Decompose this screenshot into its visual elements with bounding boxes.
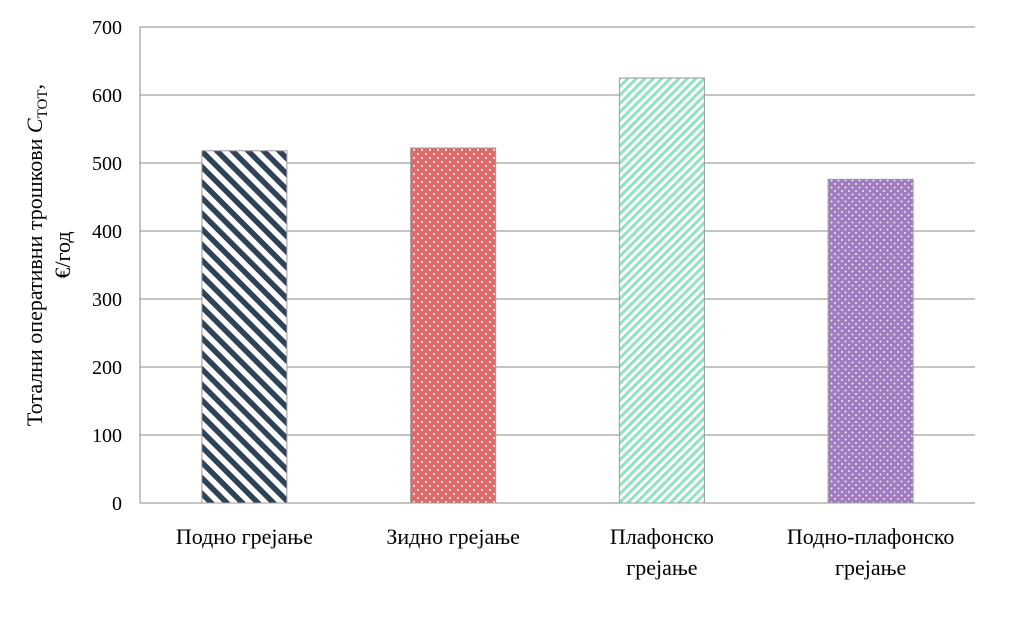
y-tick-label: 500 (92, 153, 122, 175)
y-tick-label: 400 (92, 221, 122, 243)
y-tick-label: 0 (112, 493, 122, 515)
y-tick-label: 300 (92, 289, 122, 311)
bar (201, 150, 288, 504)
y-axis-title-line1: Тотални оперативни трошкови CТОТ, (22, 84, 51, 426)
y-tick-label: 100 (92, 425, 122, 447)
y-axis-title: Тотални оперативни трошкови CТОТ, €/год (22, 84, 75, 426)
y-tick-label: 700 (92, 17, 122, 39)
x-category-label: Плафонско грејање (610, 524, 714, 580)
y-tick-label: 600 (92, 85, 122, 107)
y-axis-title-line2: €/год (50, 231, 75, 278)
bar (618, 77, 705, 504)
y-tick-label: 200 (92, 357, 122, 379)
x-category-label-line: грејање (626, 555, 697, 580)
x-axis-labels: Подно грејање Зидно грејање Плафонско греја… (176, 524, 955, 580)
x-category-label-line: Подно грејање (176, 524, 313, 549)
x-category-label: Подно-плафонско грејање (787, 524, 954, 580)
x-category-label-line: Подно-плафонско (787, 524, 954, 549)
x-category-label: Зидно грејање (386, 524, 520, 549)
bars (201, 77, 914, 504)
bar (827, 178, 914, 504)
x-category-label-line: Плафонско (610, 524, 714, 549)
x-category-label: Подно грејање (176, 524, 313, 549)
bar (410, 147, 497, 504)
y-axis-ticks: 0 100 200 300 400 500 600 700 (92, 17, 122, 515)
x-category-label-line: грејање (835, 555, 906, 580)
x-category-label-line: Зидно грејање (386, 524, 520, 549)
